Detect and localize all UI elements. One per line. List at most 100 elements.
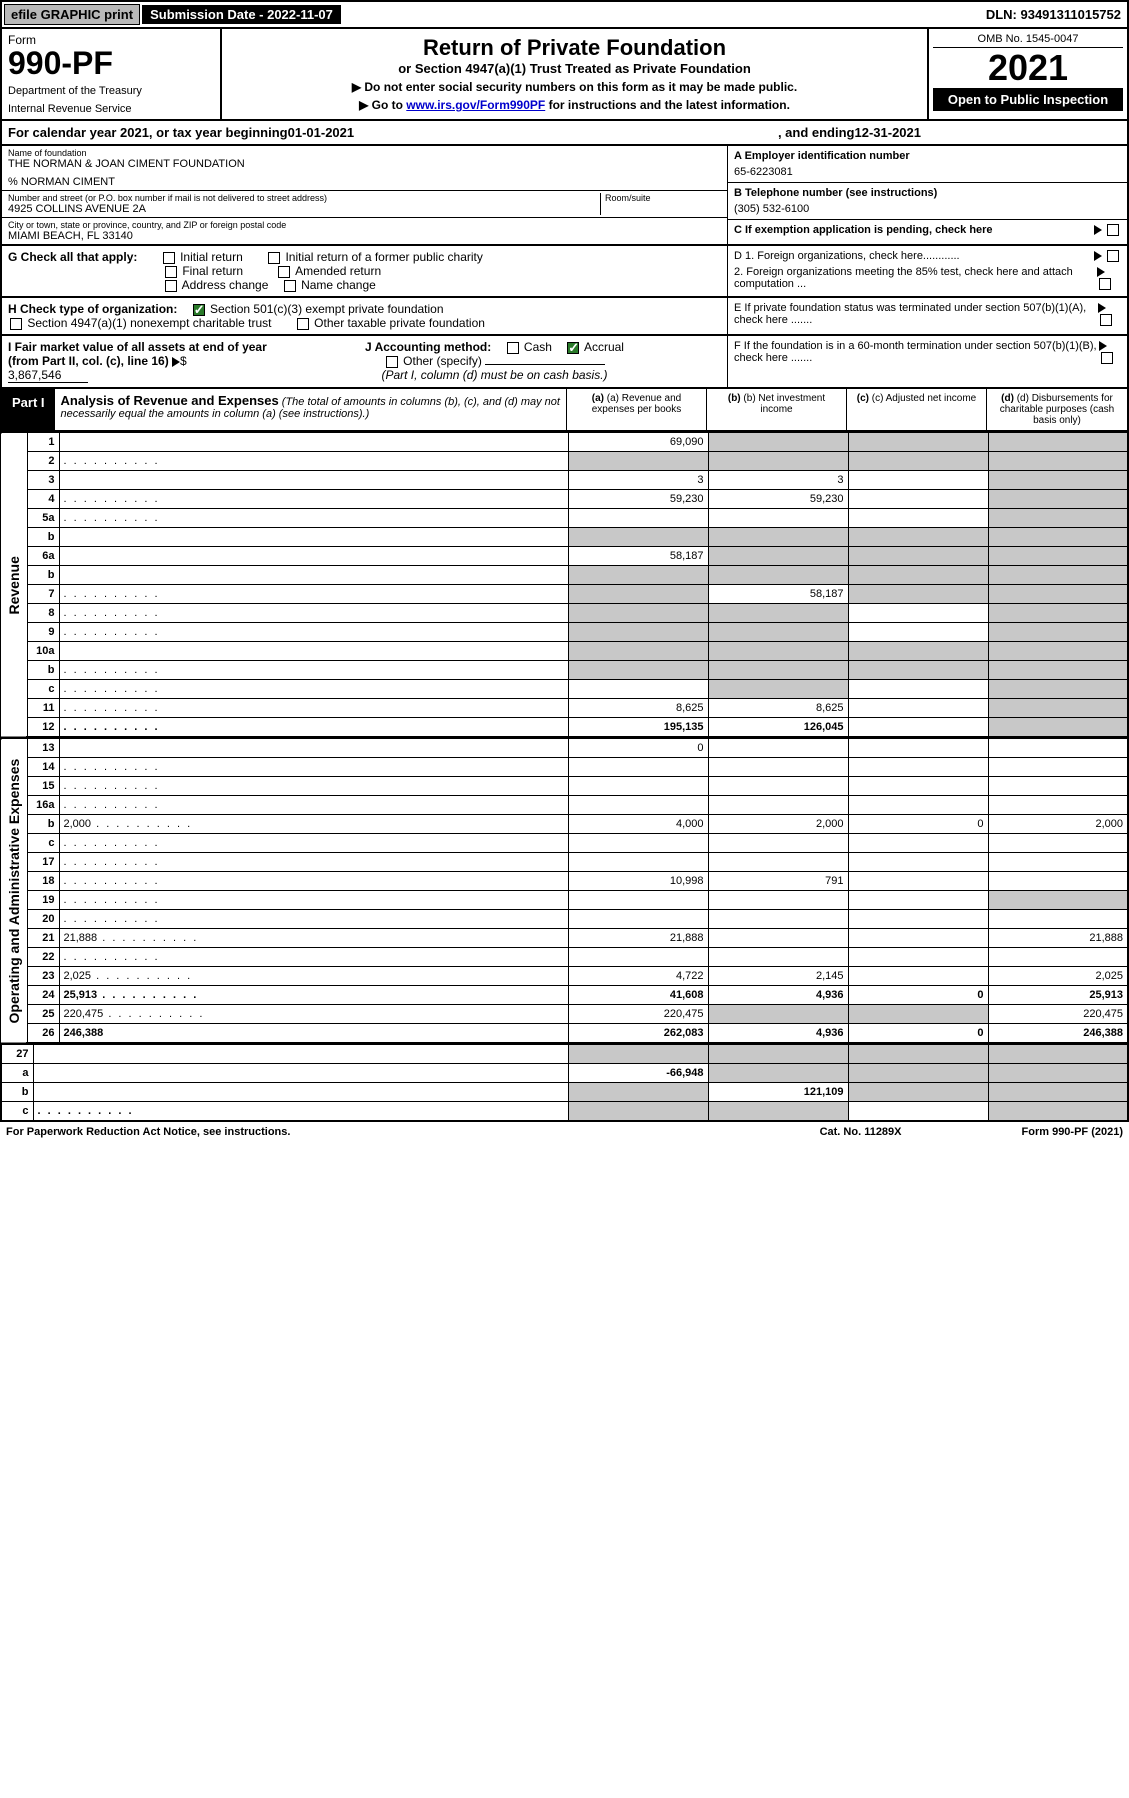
- line-desc: [59, 661, 568, 680]
- table-row: 22: [1, 948, 1128, 967]
- amount-cell: 8,625: [568, 699, 708, 718]
- phone-value: (305) 532-6100: [734, 203, 1121, 215]
- calyear-end: 12-31-2021: [855, 125, 922, 140]
- amount-cell: [708, 777, 848, 796]
- amount-cell: [568, 758, 708, 777]
- ein-value: 65-6223081: [734, 166, 1121, 178]
- line-number: 15: [27, 777, 59, 796]
- amount-cell: [708, 1064, 848, 1083]
- side-label: Revenue: [1, 433, 27, 738]
- amount-cell: [848, 929, 988, 948]
- table-row: b: [1, 528, 1128, 547]
- amount-cell: 25,913: [988, 986, 1128, 1005]
- g-opt-0: Initial return: [180, 250, 243, 264]
- amount-cell: [988, 699, 1128, 718]
- line-number: 16a: [27, 796, 59, 815]
- amount-cell: [988, 680, 1128, 699]
- amount-cell: [848, 433, 988, 452]
- line-number: c: [27, 834, 59, 853]
- amount-cell: 59,230: [708, 490, 848, 509]
- addr: 4925 COLLINS AVENUE 2A: [8, 203, 600, 215]
- h-opt-1: Section 501(c)(3) exempt private foundat…: [210, 302, 443, 316]
- line-number: 27: [1, 1045, 33, 1064]
- amount-cell: 195,135: [568, 718, 708, 738]
- amount-cell: 41,608: [568, 986, 708, 1005]
- amount-cell: [988, 853, 1128, 872]
- j-accrual-checkbox[interactable]: [567, 342, 579, 354]
- instr-ssn: ▶ Do not enter social security numbers o…: [228, 80, 921, 94]
- amount-cell: 246,388: [988, 1024, 1128, 1044]
- g-address-checkbox[interactable]: [165, 280, 177, 292]
- g-opt-2: Address change: [182, 278, 269, 292]
- amount-cell: [988, 490, 1128, 509]
- g-final-checkbox[interactable]: [165, 266, 177, 278]
- amount-cell: [568, 661, 708, 680]
- j-cash: Cash: [524, 340, 552, 354]
- amount-cell: [708, 680, 848, 699]
- h-4947-checkbox[interactable]: [10, 318, 22, 330]
- amount-cell: [988, 547, 1128, 566]
- g-name-checkbox[interactable]: [284, 280, 296, 292]
- g-initial-checkbox[interactable]: [163, 252, 175, 264]
- room-label: Room/suite: [605, 193, 721, 203]
- table-row: c: [1, 834, 1128, 853]
- instr-link[interactable]: www.irs.gov/Form990PF: [406, 98, 545, 112]
- e-checkbox[interactable]: [1100, 314, 1112, 326]
- line-desc: 21,888: [59, 929, 568, 948]
- d2-checkbox[interactable]: [1099, 278, 1111, 290]
- table-row: 118,6258,625: [1, 699, 1128, 718]
- line-number: 5a: [27, 509, 59, 528]
- amount-cell: [848, 1045, 988, 1064]
- amount-cell: 10,998: [568, 872, 708, 891]
- g-amended-checkbox[interactable]: [278, 266, 290, 278]
- line-number: 8: [27, 604, 59, 623]
- amount-cell: [568, 528, 708, 547]
- col-d-head: (d) (d) Disbursements for charitable pur…: [987, 389, 1127, 430]
- table-row: 5a: [1, 509, 1128, 528]
- line-number: a: [1, 1064, 33, 1083]
- line-desc: [59, 490, 568, 509]
- amount-cell: [848, 699, 988, 718]
- h-other-checkbox[interactable]: [297, 318, 309, 330]
- amount-cell: [848, 623, 988, 642]
- line-number: 24: [27, 986, 59, 1005]
- col-b-head: (b) (b) Net investment income: [707, 389, 847, 430]
- submission-date: Submission Date - 2022-11-07: [142, 5, 341, 24]
- line-number: b: [27, 661, 59, 680]
- amount-cell: [988, 796, 1128, 815]
- efile-button[interactable]: efile GRAPHIC print: [4, 4, 140, 25]
- line-desc: [59, 948, 568, 967]
- line-number: 21: [27, 929, 59, 948]
- amount-cell: [988, 1064, 1128, 1083]
- exemption-checkbox[interactable]: [1107, 224, 1119, 236]
- table-row: 2: [1, 452, 1128, 471]
- table-row: 20: [1, 910, 1128, 929]
- amount-cell: [568, 585, 708, 604]
- d1-checkbox[interactable]: [1107, 250, 1119, 262]
- table-row: 25220,475220,475220,475: [1, 1005, 1128, 1024]
- h-501c3-checkbox[interactable]: [193, 304, 205, 316]
- amount-cell: [708, 528, 848, 547]
- amount-cell: 262,083: [568, 1024, 708, 1044]
- g-former-checkbox[interactable]: [268, 252, 280, 264]
- amount-cell: 220,475: [988, 1005, 1128, 1024]
- arrow-icon: [1099, 341, 1107, 351]
- g-opt-3: Initial return of a former public charit…: [285, 250, 482, 264]
- line-desc: 246,388: [59, 1024, 568, 1044]
- line-number: 25: [27, 1005, 59, 1024]
- amount-cell: [848, 509, 988, 528]
- amount-cell: 126,045: [708, 718, 848, 738]
- amount-cell: [568, 796, 708, 815]
- j-other-checkbox[interactable]: [386, 356, 398, 368]
- f-checkbox[interactable]: [1101, 352, 1113, 364]
- table-row: 14: [1, 758, 1128, 777]
- top-bar: efile GRAPHIC print Submission Date - 20…: [0, 0, 1129, 29]
- arrow-icon: [1094, 251, 1102, 261]
- j-cash-checkbox[interactable]: [507, 342, 519, 354]
- j-other: Other (specify): [403, 354, 482, 368]
- amount-cell: [708, 452, 848, 471]
- amount-cell: [708, 853, 848, 872]
- line-number: b: [27, 528, 59, 547]
- exemption-label: C If exemption application is pending, c…: [734, 224, 993, 236]
- line-desc: [59, 891, 568, 910]
